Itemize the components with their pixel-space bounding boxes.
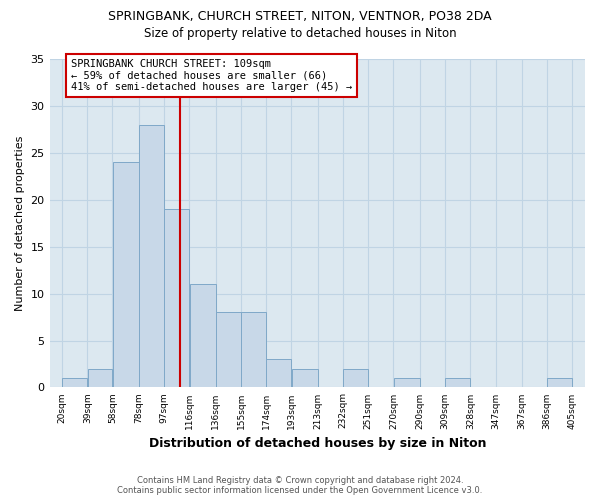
Bar [190, 284, 215, 388]
Bar [164, 209, 189, 388]
Bar [62, 378, 87, 388]
Bar [292, 368, 318, 388]
Bar [241, 312, 266, 388]
Bar [139, 124, 164, 388]
Text: SPRINGBANK CHURCH STREET: 109sqm
← 59% of detached houses are smaller (66)
41% o: SPRINGBANK CHURCH STREET: 109sqm ← 59% o… [71, 59, 352, 92]
Bar [88, 368, 112, 388]
Bar [547, 378, 572, 388]
Bar [266, 360, 291, 388]
Bar [216, 312, 241, 388]
Bar [445, 378, 470, 388]
Text: Size of property relative to detached houses in Niton: Size of property relative to detached ho… [143, 28, 457, 40]
Bar [113, 162, 139, 388]
Y-axis label: Number of detached properties: Number of detached properties [15, 136, 25, 311]
Text: SPRINGBANK, CHURCH STREET, NITON, VENTNOR, PO38 2DA: SPRINGBANK, CHURCH STREET, NITON, VENTNO… [108, 10, 492, 23]
X-axis label: Distribution of detached houses by size in Niton: Distribution of detached houses by size … [149, 437, 486, 450]
Bar [343, 368, 368, 388]
Text: Contains HM Land Registry data © Crown copyright and database right 2024.
Contai: Contains HM Land Registry data © Crown c… [118, 476, 482, 495]
Bar [394, 378, 420, 388]
